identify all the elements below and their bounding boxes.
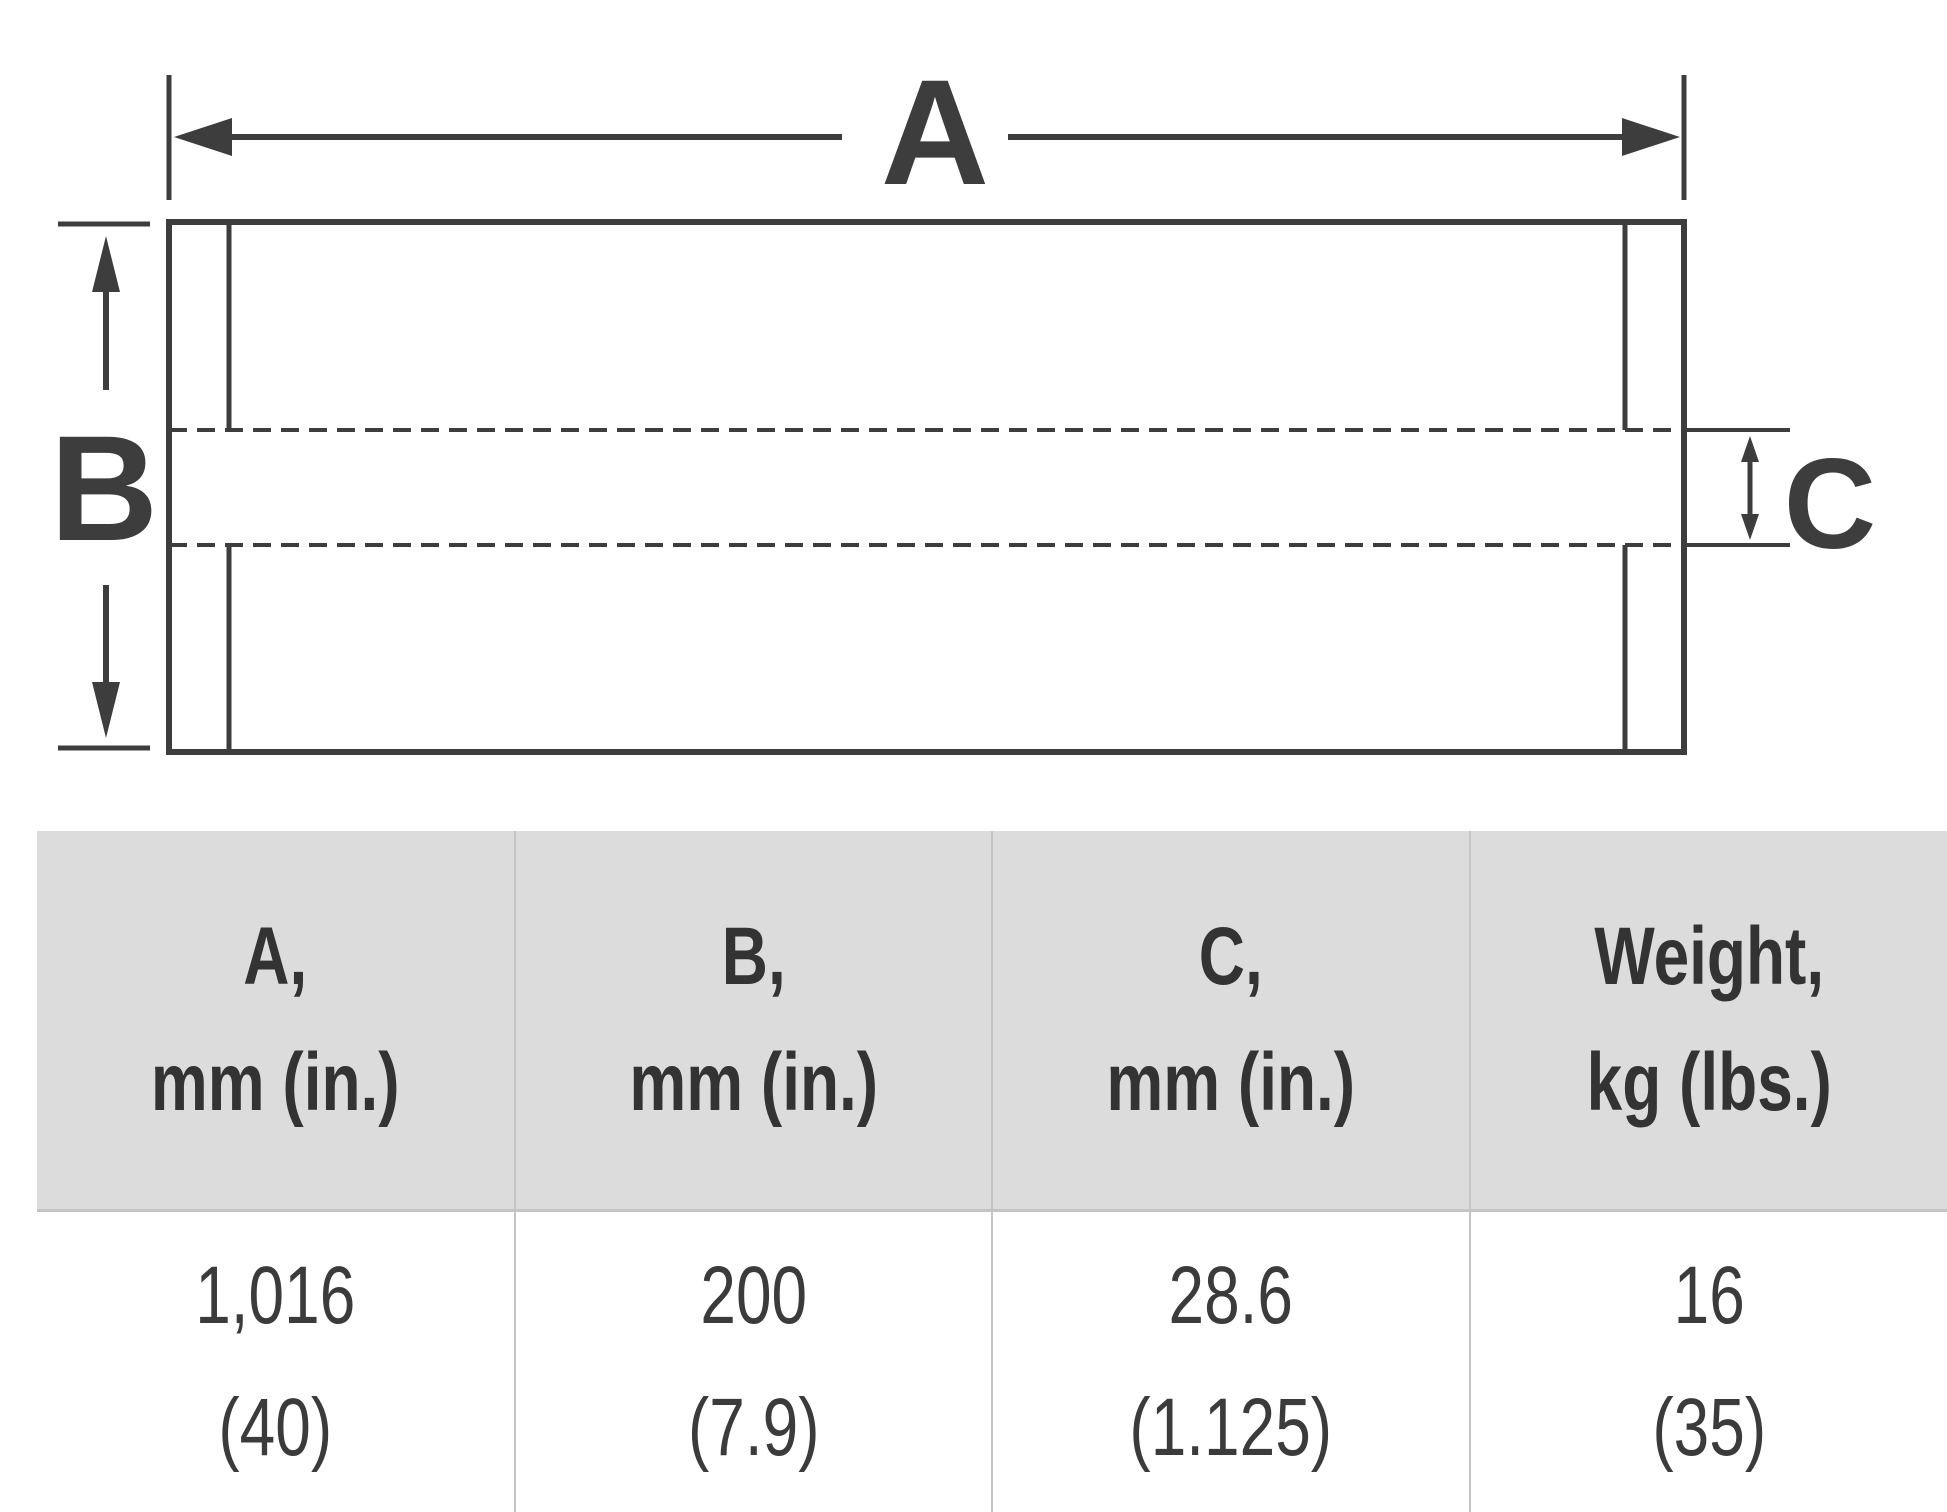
- header-c-line1: C,: [1045, 894, 1416, 1020]
- cell-b-mm: 200: [568, 1230, 939, 1362]
- cell-a-in: (40): [89, 1362, 461, 1494]
- c-dimension-arrow: [1741, 436, 1759, 540]
- cell-a-mm: 1,016: [89, 1230, 461, 1362]
- header-a-line2: mm (in.): [89, 1020, 461, 1146]
- cell-weight: 16 (35): [1470, 1211, 1947, 1512]
- cell-b: 200 (7.9): [515, 1211, 993, 1512]
- b-dimension-arrow-up: [92, 236, 120, 390]
- cell-weight-kg: 16: [1523, 1230, 1895, 1362]
- dimension-diagram: A B C: [0, 0, 1947, 800]
- dimension-b-label: B: [50, 404, 158, 572]
- header-a-line1: A,: [89, 894, 461, 1020]
- b-dimension-arrow-down: [92, 585, 120, 738]
- dimension-c-label: C: [1784, 433, 1876, 576]
- header-weight-line1: Weight,: [1523, 894, 1895, 1020]
- cell-c-in: (1.125): [1045, 1362, 1416, 1494]
- plate-outline: [169, 222, 1684, 752]
- a-dimension-arrow-left: [174, 118, 842, 156]
- a-dimension-arrow-right: [1008, 118, 1680, 156]
- dimension-a-label: A: [881, 48, 989, 216]
- cell-weight-lbs: (35): [1523, 1362, 1895, 1494]
- header-b-line2: mm (in.): [568, 1020, 939, 1146]
- header-c-line2: mm (in.): [1045, 1020, 1416, 1146]
- specification-table: A, mm (in.) B, mm (in.) C, mm (in.) Weig…: [37, 831, 1947, 1512]
- header-weight: Weight, kg (lbs.): [1470, 831, 1947, 1211]
- header-a: A, mm (in.): [37, 831, 515, 1211]
- header-weight-line2: kg (lbs.): [1523, 1020, 1895, 1146]
- cell-c-mm: 28.6: [1045, 1230, 1416, 1362]
- header-b: B, mm (in.): [515, 831, 993, 1211]
- cell-c: 28.6 (1.125): [992, 1211, 1470, 1512]
- header-b-line1: B,: [568, 894, 939, 1020]
- table-row: 1,016 (40) 200 (7.9) 28.6 (1.125) 16 (35…: [37, 1211, 1947, 1512]
- table-header-row: A, mm (in.) B, mm (in.) C, mm (in.) Weig…: [37, 831, 1947, 1211]
- cell-b-in: (7.9): [568, 1362, 939, 1494]
- header-c: C, mm (in.): [992, 831, 1470, 1211]
- cell-a: 1,016 (40): [37, 1211, 515, 1512]
